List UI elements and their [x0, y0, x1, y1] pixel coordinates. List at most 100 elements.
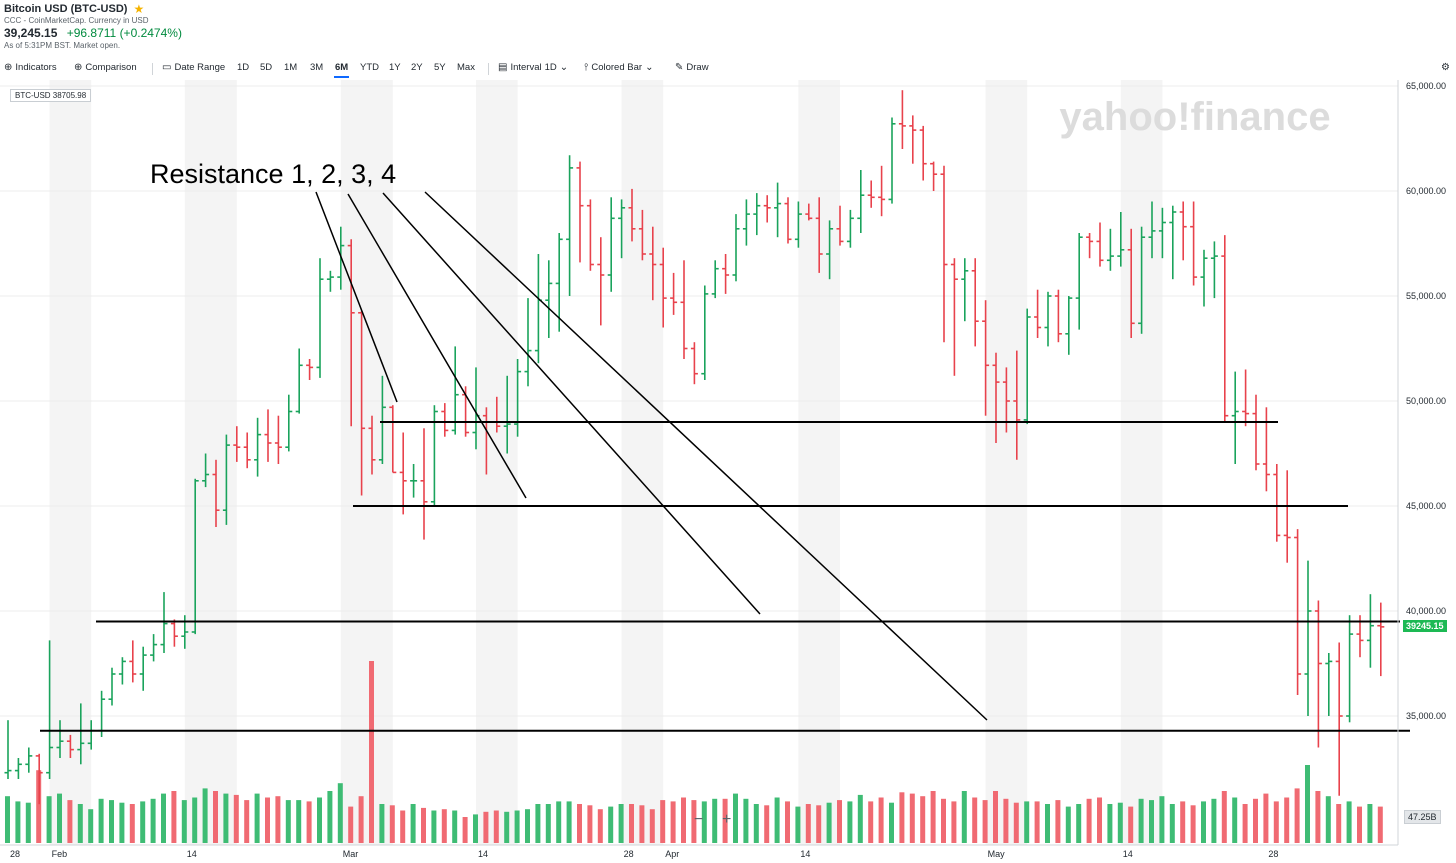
ohlc-bar [1210, 241, 1218, 299]
range-3m[interactable]: 3M [310, 62, 324, 73]
x-tick-label: 14 [1123, 849, 1133, 859]
ohlc-bar [1325, 653, 1333, 716]
ohlc-bar [514, 359, 522, 437]
volume-bar [930, 791, 936, 843]
volume-bar [1003, 798, 1009, 843]
ohlc-bar [254, 417, 262, 477]
volume-bar [1357, 806, 1362, 843]
ohlc-bar [233, 426, 241, 462]
ohlc-bar [857, 170, 865, 233]
volume-bar [733, 793, 738, 843]
draw-button[interactable]: ✎ Draw [675, 62, 709, 73]
pencil-icon: ✎ [675, 62, 684, 73]
volume-bar [171, 791, 177, 843]
interval-button[interactable]: ▤ Interval 1D ⌄ [498, 62, 568, 73]
ohlc-bar [607, 197, 615, 292]
volume-bar [982, 800, 988, 843]
volume-bar [774, 797, 780, 843]
range-2y[interactable]: 2Y [411, 62, 423, 73]
date-range-button[interactable]: ▭ Date Range [162, 62, 225, 73]
volume-bar [951, 801, 957, 843]
ohlc-bar [1221, 235, 1229, 422]
ohlc-bar [774, 182, 782, 238]
volume-bar [140, 801, 146, 843]
volume-bar [701, 801, 707, 843]
volume-bar [972, 797, 978, 843]
ohlc-bar [888, 117, 896, 204]
ohlc-bar [534, 254, 542, 364]
volume-bar [1034, 801, 1040, 843]
plus-circle-icon: ⊕ [74, 62, 83, 73]
volume-bar [1232, 797, 1238, 843]
volume-bar [379, 804, 385, 843]
volume-bar [504, 811, 510, 843]
ohlc-bar [378, 375, 386, 464]
ohlc-bar [1065, 296, 1073, 355]
zoom-out-icon[interactable]: − [694, 811, 704, 828]
volume-bar [1253, 798, 1258, 843]
volume-bar [1346, 801, 1352, 843]
ohlc-bar [222, 434, 230, 525]
ohlc-bar [1262, 407, 1270, 492]
ohlc-bar [555, 233, 563, 332]
ohlc-bar [35, 753, 43, 805]
x-tick-label: Mar [343, 849, 359, 859]
ohlc-bar [170, 619, 178, 647]
ohlc-bar [836, 205, 844, 246]
volume-bar [233, 794, 239, 843]
comparison-button[interactable]: ⊕ Comparison [74, 62, 137, 73]
indicators-button[interactable]: ⊕ Indicators [4, 62, 57, 73]
range-5d[interactable]: 5D [260, 62, 273, 73]
yahoo-finance-watermark: yahoo!finance [1059, 95, 1330, 139]
volume-bar [317, 797, 322, 843]
ohlc-bar [1044, 291, 1052, 347]
ohlc-bar [129, 640, 137, 683]
ohlc-bar [742, 199, 750, 246]
weekend-band [1120, 80, 1163, 845]
volume-bar [5, 796, 10, 843]
range-6m[interactable]: 6M [335, 62, 349, 73]
range-5y[interactable]: 5Y [434, 62, 446, 73]
quote-header: Bitcoin USD (BTC-USD) ★ CCC - CoinMarket… [4, 2, 182, 51]
volume-bar [483, 811, 489, 843]
settings-gear-icon[interactable]: ⚙ [1441, 62, 1450, 73]
volume-bar [535, 804, 541, 843]
ohlc-bar [597, 237, 605, 326]
ohlc-bar [722, 254, 730, 294]
range-1m[interactable]: 1M [284, 62, 298, 73]
volume-bar [961, 791, 967, 843]
draw-label: Draw [686, 62, 709, 73]
weekend-band [476, 80, 518, 845]
annotation-arrows [315, 191, 988, 721]
ohlc-bar [1023, 308, 1031, 425]
range-max[interactable]: Max [457, 62, 475, 73]
ohlc-bar [4, 720, 12, 779]
star-icon[interactable]: ★ [133, 2, 145, 16]
shaded-bands [49, 80, 1163, 845]
chart-type-button[interactable]: ⫯ Colored Bar ⌄ [584, 62, 653, 73]
ohlc-bar [358, 310, 366, 496]
ohlc-bar [524, 298, 532, 387]
volume-bars [5, 661, 1383, 843]
volume-bar [400, 810, 406, 843]
ohlc-bar [670, 272, 678, 315]
volume-bar [639, 805, 645, 843]
volume-bar [899, 792, 905, 843]
ohlc-bar [202, 453, 210, 488]
volume-bar [1377, 806, 1383, 843]
ohlc-bar [1346, 615, 1354, 723]
x-tick-label: May [988, 849, 1006, 859]
ohlc-bar [306, 359, 314, 380]
volume-bar [98, 798, 104, 843]
quote-source: CCC - CoinMarketCap. Currency in USD [4, 16, 149, 25]
zoom-in-icon[interactable]: + [722, 811, 732, 828]
ohlc-bar [347, 239, 355, 427]
range-1d[interactable]: 1D [237, 62, 250, 73]
ohlc-bar [191, 478, 199, 635]
y-tick-label: 55,000.00 [1406, 291, 1446, 301]
range-ytd[interactable]: YTD [360, 62, 379, 73]
range-1y[interactable]: 1Y [389, 62, 401, 73]
volume-bar [712, 798, 718, 843]
volume-bar [691, 800, 697, 843]
